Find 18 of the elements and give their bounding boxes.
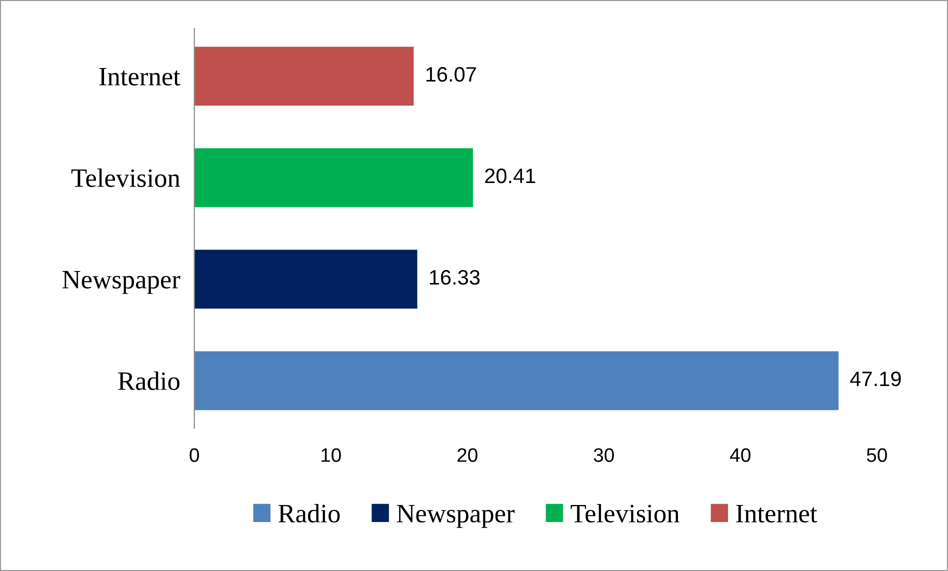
legend-label: Internet xyxy=(736,504,818,523)
y-tick-label: Radio xyxy=(118,371,180,390)
data-label: 47.19 xyxy=(850,371,901,386)
y-tick-label: Television xyxy=(71,168,180,188)
data-label: 16.33 xyxy=(430,270,480,285)
x-tick-label: 0 xyxy=(190,448,199,462)
legend-label: Radio xyxy=(278,504,340,523)
y-tick-label: Newspaper xyxy=(62,271,180,294)
legend-label: Newspaper xyxy=(396,504,515,528)
data-label: 16.07 xyxy=(426,66,476,82)
x-tick-label: 30 xyxy=(594,448,614,462)
x-tick-label: 20 xyxy=(458,448,478,462)
legend-label: Television xyxy=(570,504,680,523)
data-label: 20.41 xyxy=(485,168,536,184)
x-tick-label: 40 xyxy=(730,448,750,462)
x-tick-label: 50 xyxy=(866,448,887,462)
x-tick-label: 10 xyxy=(322,448,341,462)
y-tick-label: Internet xyxy=(99,68,180,86)
